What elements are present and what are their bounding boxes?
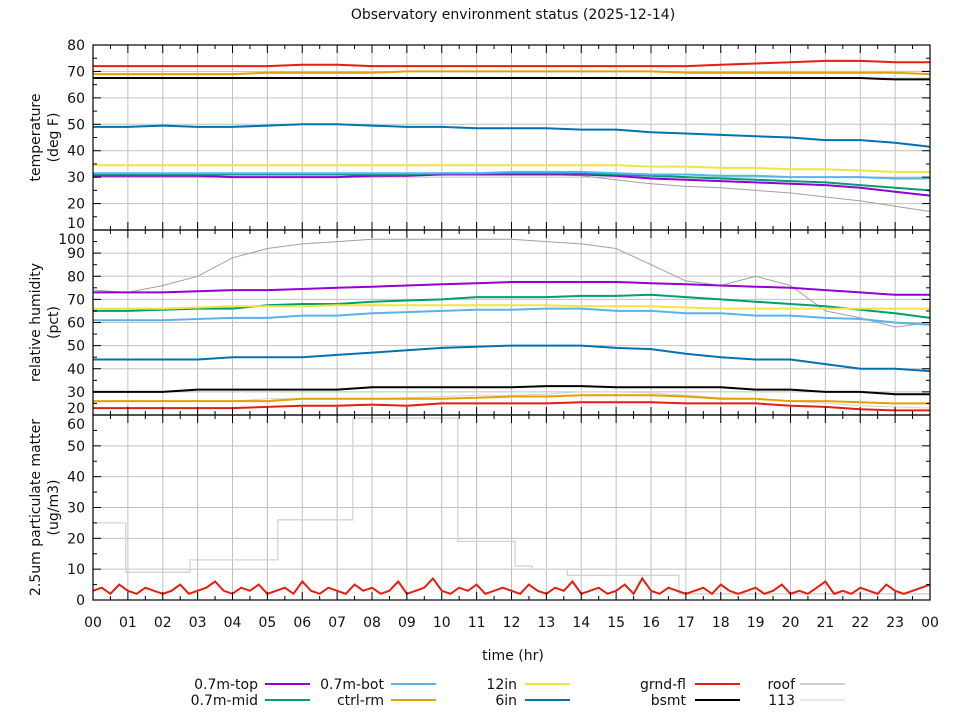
series-line-ctrl-rm — [93, 70, 931, 76]
y-axis-label: temperature (deg F) — [28, 94, 62, 182]
chart-title: Observatory environment status (2025-12-… — [351, 7, 675, 23]
y-tick-label: 80 — [67, 38, 85, 54]
legend-label: 0.7m-bot — [320, 677, 384, 693]
y-tick-label: 50 — [67, 117, 85, 133]
y-axis-label-line: 2.5um particulate matter — [28, 419, 44, 596]
y-tick-label: 30 — [67, 170, 85, 186]
legend-label: 0.7m-mid — [191, 693, 258, 709]
legend-label: 113 — [768, 693, 795, 709]
x-tick-label: 07 — [328, 615, 346, 631]
y-tick-label: 20 — [67, 197, 85, 213]
series-line-0.7m-mid — [93, 172, 931, 192]
x-tick-label: 23 — [886, 615, 904, 631]
series-line-6in — [93, 123, 931, 148]
x-tick-label: 21 — [816, 615, 834, 631]
series-line-roof — [92, 238, 931, 328]
series-line-0.7m-bot — [93, 307, 931, 326]
y-tick-label: 20 — [67, 401, 85, 417]
series-line-bsmt — [93, 385, 930, 396]
x-tick-label: 17 — [677, 615, 695, 631]
y-tick-label: 70 — [67, 64, 85, 80]
legend-label: roof — [767, 677, 796, 693]
y-tick-label: 40 — [67, 470, 85, 486]
y-tick-label: 70 — [67, 292, 85, 308]
y-tick-label: 80 — [67, 269, 85, 285]
x-tick-label: 00 — [921, 615, 939, 631]
x-tick-label: 09 — [398, 615, 416, 631]
y-tick-label: 20 — [67, 531, 85, 547]
x-tick-label: 15 — [607, 615, 625, 631]
legend-label: bsmt — [651, 693, 687, 709]
y-axis-label-line: (pct) — [46, 306, 62, 339]
y-tick-label: 0 — [76, 593, 85, 609]
x-tick-label: 12 — [503, 615, 521, 631]
x-tick-label: 19 — [747, 615, 765, 631]
x-tick-label: 13 — [537, 615, 555, 631]
legend-label: 6in — [495, 693, 517, 709]
x-tick-label: 03 — [189, 615, 207, 631]
x-axis-label: time (hr) — [482, 648, 544, 664]
x-tick-label: 00 — [84, 615, 102, 631]
x-tick-label: 18 — [712, 615, 730, 631]
series-line-0.7m-bot — [93, 170, 930, 180]
y-axis-label-line: relative humidity — [28, 263, 44, 382]
y-axis-label-line: (ug/m3) — [46, 480, 62, 536]
y-tick-label: 50 — [67, 339, 85, 355]
y-tick-label: 10 — [67, 216, 85, 232]
series-line-12in — [93, 304, 930, 310]
y-axis-label-line: (deg F) — [46, 113, 62, 163]
x-tick-label: 04 — [224, 615, 242, 631]
series-line-0.7m-mid — [93, 293, 931, 319]
grid — [93, 45, 930, 600]
y-tick-label: 30 — [67, 385, 85, 401]
series-step-113 — [93, 417, 930, 595]
x-tick-label: 11 — [468, 615, 486, 631]
y-axis-label: 2.5um particulate matter (ug/m3) — [28, 419, 62, 596]
x-tick-label: 08 — [363, 615, 381, 631]
y-tick-label: 40 — [67, 362, 85, 378]
x-tick-label: 16 — [642, 615, 660, 631]
x-tick-label: 05 — [258, 615, 276, 631]
y-tick-label: 50 — [67, 439, 85, 455]
series-line-grnd-fl — [93, 59, 930, 68]
y-axis-label-line: temperature — [28, 94, 44, 182]
x-tick-label: 22 — [851, 615, 869, 631]
legend-label: 0.7m-top — [194, 677, 258, 693]
panel-frame — [92, 414, 931, 601]
y-axis-label: relative humidity (pct) — [28, 263, 62, 382]
x-tick-label: 01 — [119, 615, 137, 631]
x-tick-label: 14 — [572, 615, 590, 631]
x-tick-label: 10 — [433, 615, 451, 631]
x-tick-label: 06 — [293, 615, 311, 631]
y-tick-label: 60 — [67, 316, 85, 332]
series-line-0.7m-top — [93, 281, 930, 296]
y-tick-label: 10 — [67, 562, 85, 578]
x-tick-label: 20 — [782, 615, 800, 631]
legend-label: grnd-fl — [640, 677, 686, 693]
x-tick-label: 02 — [154, 615, 172, 631]
y-tick-label: 30 — [67, 501, 85, 517]
series-line-ctrl-rm — [93, 394, 930, 405]
legend-label: ctrl-rm — [337, 693, 384, 709]
series-line-0.7m-top — [93, 173, 931, 197]
legend-label: 12in — [486, 677, 517, 693]
series-line-12in — [93, 164, 930, 173]
series-line-6in — [93, 344, 931, 373]
y-tick-label: 60 — [67, 417, 85, 433]
y-tick-label: 90 — [67, 246, 85, 262]
y-tick-label: 100 — [58, 232, 85, 248]
series-line-bsmt — [93, 77, 930, 81]
y-tick-label: 40 — [67, 144, 85, 160]
y-tick-label: 60 — [67, 91, 85, 107]
